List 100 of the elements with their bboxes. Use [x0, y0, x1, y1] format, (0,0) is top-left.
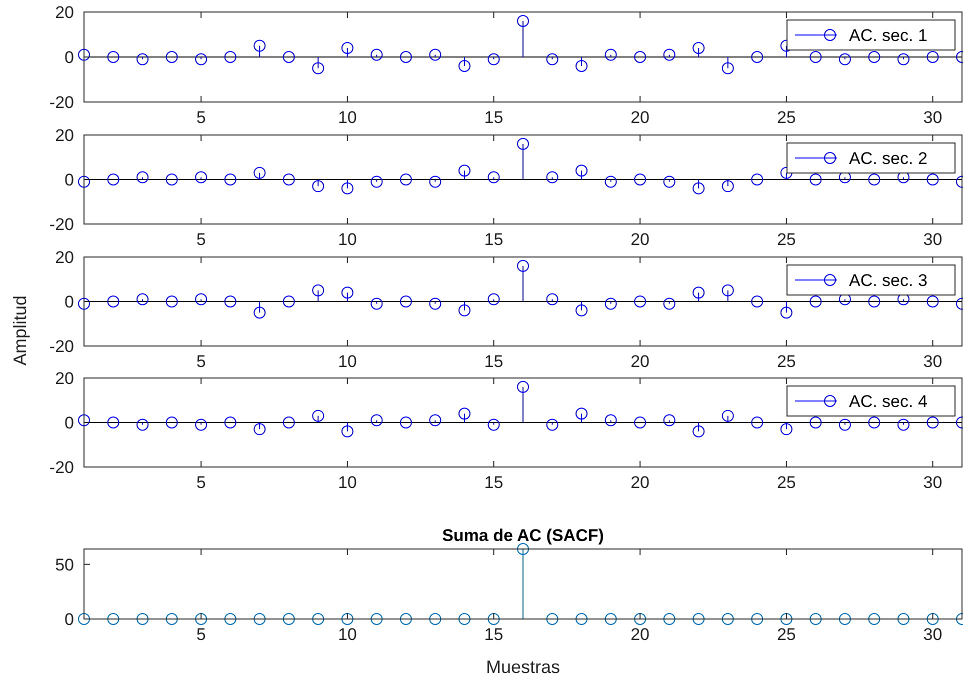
- point: [604, 48, 617, 61]
- point: [576, 60, 588, 72]
- point: [604, 414, 617, 426]
- point: [576, 304, 588, 316]
- point: [604, 176, 617, 188]
- point: [166, 296, 178, 308]
- point: [136, 418, 149, 431]
- point: [838, 53, 851, 66]
- point: [517, 15, 529, 27]
- point: [546, 418, 558, 431]
- point: [370, 48, 383, 61]
- x-tick-label: 25: [776, 352, 796, 371]
- point: [458, 304, 470, 316]
- x-tick-label: 30: [923, 625, 942, 644]
- y-tick-label: 0: [64, 48, 74, 67]
- point: [78, 298, 90, 310]
- y-tick-label: -20: [49, 93, 74, 112]
- x-tick-label: 5: [196, 473, 206, 492]
- point: [195, 53, 208, 66]
- point: [751, 51, 764, 63]
- point: [634, 416, 646, 428]
- point: [107, 296, 120, 308]
- y-tick-label: -20: [49, 458, 74, 477]
- y-tick-label: 0: [64, 414, 74, 432]
- chart-title: Suma de AC (SACF): [442, 526, 604, 545]
- point: [663, 414, 676, 426]
- x-tick-label: 20: [630, 108, 650, 127]
- point: [400, 416, 412, 428]
- x-tick-label: 30: [923, 108, 942, 127]
- x-tick-label: 30: [923, 230, 942, 249]
- point: [546, 171, 558, 184]
- legend-label: AC. sec. 3: [849, 271, 928, 290]
- point: [224, 174, 236, 186]
- point: [488, 171, 500, 184]
- legend-label: AC. sec. 4: [849, 392, 928, 411]
- point: [195, 293, 208, 306]
- point: [136, 53, 149, 66]
- x-tick-label: 20: [630, 473, 650, 492]
- point: [400, 51, 412, 63]
- x-tick-label: 10: [338, 108, 357, 127]
- point: [78, 414, 90, 426]
- point: [576, 408, 588, 420]
- x-tick-label: 15: [484, 473, 504, 492]
- point: [136, 171, 149, 184]
- point: [282, 51, 295, 63]
- point: [224, 296, 236, 308]
- y-tick-label: 0: [64, 170, 74, 190]
- x-tick-label: 25: [776, 625, 796, 644]
- y-tick-label: 0: [64, 292, 74, 312]
- point: [312, 180, 324, 192]
- point: [166, 174, 178, 186]
- point: [897, 53, 910, 66]
- point: [780, 423, 792, 436]
- point: [429, 298, 442, 310]
- y-tick-label: 20: [55, 248, 74, 267]
- x-tick-label: 10: [338, 230, 357, 249]
- point: [546, 53, 558, 66]
- point: [429, 48, 442, 61]
- point: [341, 425, 354, 438]
- point: [254, 306, 266, 319]
- point: [546, 293, 558, 306]
- point: [751, 174, 764, 186]
- point: [166, 416, 178, 428]
- point: [517, 380, 529, 393]
- y-tick-label: -20: [49, 215, 74, 234]
- point: [810, 51, 822, 63]
- x-tick-label: 25: [776, 230, 796, 249]
- x-tick-label: 30: [923, 473, 942, 492]
- point: [517, 260, 529, 272]
- y-tick-label: 50: [55, 555, 74, 574]
- x-axis-title: Muestras: [486, 657, 560, 677]
- point: [282, 296, 295, 308]
- point: [488, 293, 500, 306]
- point: [517, 138, 529, 150]
- x-tick-label: 15: [484, 625, 504, 644]
- y-tick-label: 0: [64, 610, 74, 629]
- point: [604, 298, 617, 310]
- point: [868, 174, 880, 186]
- point: [166, 51, 178, 63]
- point: [195, 171, 208, 184]
- point: [312, 410, 324, 422]
- x-tick-label: 15: [484, 230, 504, 249]
- point: [282, 174, 295, 186]
- point: [370, 176, 383, 188]
- point: [926, 416, 939, 428]
- point: [926, 296, 939, 308]
- point: [488, 418, 500, 431]
- point: [722, 410, 734, 422]
- point: [341, 182, 354, 194]
- point: [868, 51, 880, 63]
- y-tick-label: -20: [49, 337, 74, 356]
- point: [370, 414, 383, 426]
- point: [722, 284, 734, 296]
- point: [78, 176, 90, 188]
- point: [576, 164, 588, 177]
- y-tick-label: 20: [55, 3, 74, 22]
- point: [370, 298, 383, 310]
- point: [810, 296, 822, 308]
- point: [663, 298, 676, 310]
- point: [400, 174, 412, 186]
